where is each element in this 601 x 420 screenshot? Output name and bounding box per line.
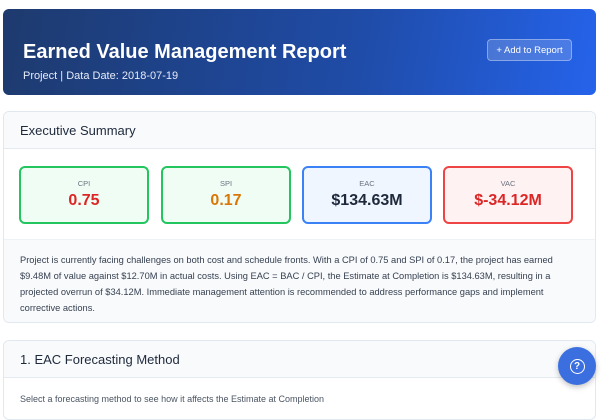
metric-card-spi: SPI 0.17 (161, 166, 291, 224)
summary-text: Project is currently facing challenges o… (4, 239, 595, 322)
add-to-report-button[interactable]: + Add to Report (487, 39, 572, 61)
metric-value: 0.17 (210, 192, 242, 209)
metric-card-cpi: CPI 0.75 (19, 166, 149, 224)
metric-value: 0.75 (68, 192, 100, 209)
metric-label: VAC (500, 179, 516, 188)
section-title: Executive Summary (4, 112, 595, 149)
section-description: Select a forecasting method to see how i… (20, 394, 324, 404)
metric-value: $134.63M (331, 192, 403, 209)
page-subtitle: Project | Data Date: 2018-07-19 (23, 70, 179, 82)
question-circle-icon: ? (569, 358, 585, 374)
metric-value: $-34.12M (474, 192, 542, 209)
executive-summary-card: Executive Summary CPI 0.75 SPI 0.17 EAC $13… (3, 111, 596, 323)
metrics-row: CPI 0.75 SPI 0.17 EAC $134.63M VAC $-34.12M (4, 149, 595, 239)
help-button[interactable]: ? (558, 347, 596, 385)
metric-card-vac: VAC $-34.12M (443, 166, 573, 224)
report-header: Earned Value Management Report Project |… (3, 9, 596, 95)
page-title: Earned Value Management Report (23, 41, 347, 63)
metric-label: CPI (77, 179, 91, 188)
section-title: 1. EAC Forecasting Method (4, 341, 595, 378)
eac-forecasting-card: 1. EAC Forecasting Method Select a forec… (3, 340, 596, 420)
metric-label: SPI (219, 179, 233, 188)
metric-label: EAC (359, 179, 375, 188)
metric-card-eac: EAC $134.63M (302, 166, 432, 224)
